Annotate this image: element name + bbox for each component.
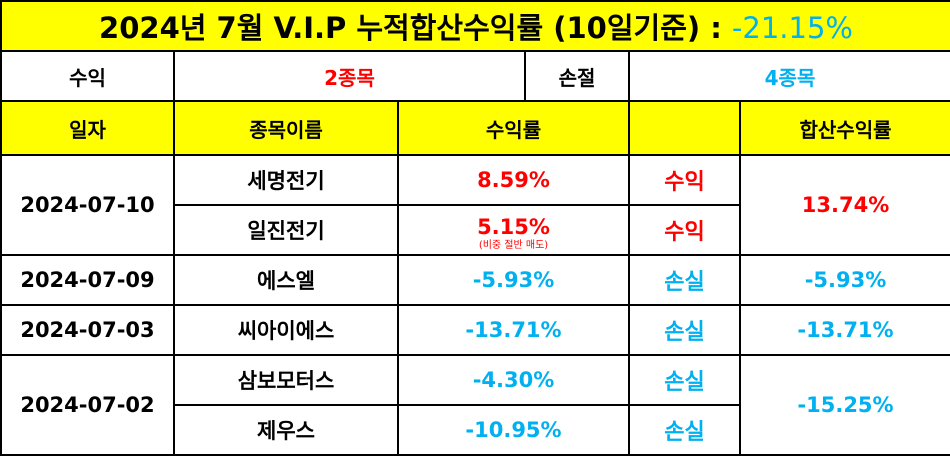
- stock-name-cell: 삼보모터스: [173, 354, 399, 406]
- date-cell: 2024-07-10: [0, 154, 175, 256]
- header-date: 일자: [0, 100, 175, 156]
- table-row: 2024-07-03 씨아이에스 -13.71% 손실 -13.71%: [0, 304, 950, 356]
- table-body: 2024-07-10 세명전기 8.59% 수익 13.74% 일진전기 5.15% (비중 …: [0, 154, 950, 456]
- status-cell: 수익: [628, 154, 741, 206]
- total-return-cell: 13.74%: [738, 154, 950, 256]
- title-text: 2024년 7월 V.I.P 누적합산수익률 (10일기준) :: [99, 11, 732, 45]
- total-return-cell: -5.93%: [738, 254, 950, 306]
- total-return-cell: -15.25%: [738, 354, 950, 456]
- table-row: 제우스 -10.95% 손실: [1, 404, 950, 456]
- stock-name-cell: 세명전기: [173, 154, 399, 206]
- page-title: 2024년 7월 V.I.P 누적합산수익률 (10일기준) : -21.15%: [0, 0, 950, 52]
- return-rate-value: 5.15%: [477, 215, 550, 239]
- date-cell: 2024-07-02: [0, 354, 175, 456]
- stock-name-cell: 제우스: [173, 404, 399, 456]
- return-rate-cell: 5.15% (비중 절반 매도): [397, 204, 630, 256]
- return-rate-value: -4.30%: [472, 368, 555, 392]
- table-row: 2024-07-10 세명전기 8.59% 수익 13.74%: [0, 154, 950, 256]
- status-cell: 손실: [628, 404, 741, 456]
- table-row: 일진전기 5.15% (비중 절반 매도) 수익: [1, 204, 950, 256]
- stock-name-cell: 일진전기: [173, 204, 399, 256]
- header-total-return: 합산수익률: [738, 100, 950, 156]
- return-rate-value: -5.93%: [472, 268, 555, 292]
- total-return-cell: -13.71%: [738, 304, 950, 356]
- return-note: (비중 절반 매도): [478, 240, 549, 251]
- table-row: 2024-07-02 삼보모터스 -4.30% 손실 -15.25%: [0, 354, 950, 456]
- return-rate-cell: -4.30%: [397, 354, 630, 406]
- status-cell: 손실: [628, 354, 741, 406]
- return-rate-cell: -10.95%: [397, 404, 630, 456]
- loss-label: 손절: [524, 50, 630, 102]
- stock-name-cell: 씨아이에스: [173, 304, 399, 356]
- stock-name-cell: 에스엘: [173, 254, 399, 306]
- return-rate-cell: 8.59%: [397, 154, 630, 206]
- return-rate-value: 8.59%: [477, 168, 550, 192]
- loss-count: 4종목: [627, 50, 950, 102]
- profit-label: 수익: [0, 50, 175, 102]
- return-rate-cell: -13.71%: [397, 304, 630, 356]
- return-rate-value: -13.71%: [465, 318, 562, 342]
- header-return-rate: 수익률: [397, 100, 630, 156]
- status-cell: 손실: [628, 304, 741, 356]
- status-cell: 손실: [628, 254, 741, 306]
- date-cell: 2024-07-09: [0, 254, 175, 306]
- header-status: [628, 100, 741, 156]
- profit-count: 2종목: [173, 50, 526, 102]
- cumulative-return: -21.15%: [731, 11, 853, 45]
- date-cell: 2024-07-03: [0, 304, 175, 356]
- header-stock-name: 종목이름: [173, 100, 399, 156]
- table-row: 2024-07-09 에스엘 -5.93% 손실 -5.93%: [0, 254, 950, 306]
- return-rate-value: -10.95%: [465, 418, 562, 442]
- status-cell: 수익: [628, 204, 741, 256]
- return-rate-cell: -5.93%: [397, 254, 630, 306]
